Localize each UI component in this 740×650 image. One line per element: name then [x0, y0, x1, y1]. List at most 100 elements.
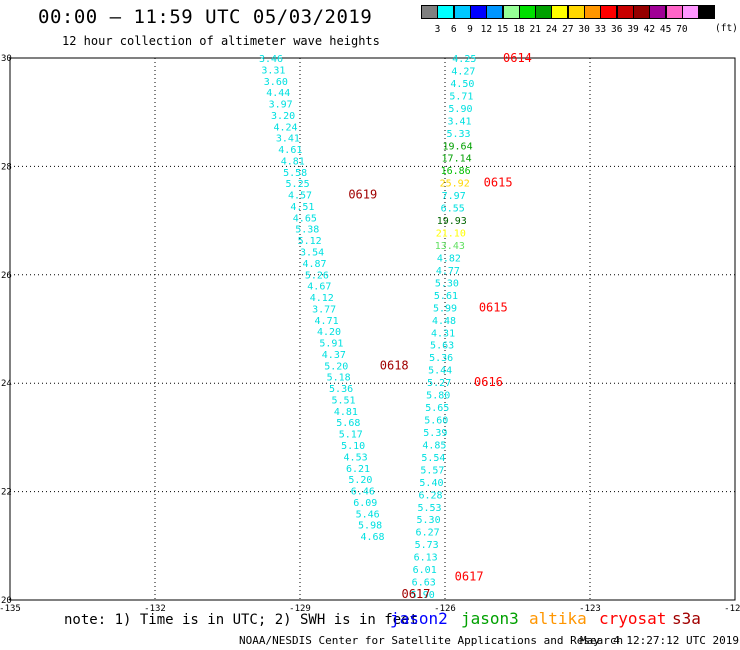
color-scale-label: 6 [450, 24, 457, 35]
data-label-s3a: 5.26 [305, 270, 329, 281]
data-label-s3a: 5.38 [295, 225, 319, 236]
data-label-jason3: 6.28 [418, 490, 442, 501]
y-tick-label: 26 [1, 271, 12, 281]
data-label-jason3: 13.43 [435, 241, 465, 252]
data-label-s3a: 4.67 [307, 282, 331, 293]
color-scale-label: 18 [513, 24, 525, 35]
data-label-s3a: 4.61 [278, 145, 302, 156]
data-label-s3a: 5.58 [283, 168, 307, 179]
color-scale-label: 24 [545, 24, 558, 35]
x-tick-label: -129 [289, 604, 311, 614]
color-scale-label: 45 [659, 24, 672, 35]
satellite-legend-jason2: jason2 [390, 609, 448, 628]
pass-time-label: 0619 [348, 188, 377, 202]
data-label-s3a: 3.60 [264, 77, 288, 88]
data-label-jason3: 5.90 [411, 590, 435, 601]
data-label-jason3: 5.71 [449, 91, 473, 102]
data-label-s3a: 4.37 [322, 350, 346, 361]
y-tick-label: 22 [1, 488, 12, 498]
data-label-s3a: 5.10 [341, 441, 365, 452]
data-label-jason3: 6.13 [414, 553, 438, 564]
color-scale-label: 30 [578, 24, 590, 35]
satellite-legend-altika: altika [529, 609, 587, 628]
data-label-jason3: 16.86 [441, 166, 471, 177]
data-label-jason3: 4.77 [436, 266, 460, 277]
data-label-jason3: 5.65 [425, 403, 449, 414]
data-label-jason3: 5.30 [435, 278, 459, 289]
data-label-s3a: 4.57 [288, 191, 312, 202]
data-label-s3a: 5.17 [339, 430, 363, 441]
data-label-jason3: 5.36 [429, 353, 453, 364]
data-label-s3a: 5.36 [329, 384, 353, 395]
data-label-jason3: 5.61 [434, 291, 458, 302]
data-label-jason3: 4.82 [437, 253, 461, 264]
data-label-jason3: 6.63 [412, 578, 436, 589]
color-scale-label: 21 [529, 24, 541, 35]
data-label-jason3: 5.54 [421, 453, 445, 464]
satellite-legend-cryosat: cryosat [599, 609, 667, 628]
footer-credit: NOAA/NESDIS Center for Satellite Applica… [239, 634, 624, 647]
data-label-jason3: 4.27 [451, 66, 475, 77]
data-label-s3a: 6.09 [353, 498, 377, 509]
pass-time-label: 0615 [479, 300, 508, 314]
data-label-s3a: 6.21 [346, 464, 370, 475]
color-scale-label: 42 [643, 24, 656, 35]
color-scale-label: 3 [434, 24, 441, 35]
data-label-s3a: 5.12 [298, 236, 322, 247]
data-label-jason3: 5.57 [420, 465, 444, 476]
data-label-s3a: 5.91 [319, 339, 343, 350]
footer-note: note: 1) Time is in UTC; 2) SWH is in fe… [64, 612, 419, 628]
data-label-s3a: 4.51 [290, 202, 314, 213]
color-scale-label: 15 [496, 24, 509, 35]
data-label-jason3: 6.27 [416, 528, 440, 539]
data-label-jason3: 5.44 [428, 366, 452, 377]
data-label-s3a: 6.46 [351, 487, 375, 498]
pass-time-label: 0614 [503, 51, 532, 65]
y-tick-label: 24 [1, 379, 12, 389]
color-scale-label: 70 [676, 24, 688, 35]
pass-time-label: 0616 [474, 375, 503, 389]
data-label-jason3: 6.55 [441, 204, 465, 215]
y-tick-label: 30 [1, 54, 12, 64]
data-label-s3a: 4.20 [317, 327, 341, 338]
data-label-jason3: 6.01 [413, 565, 437, 576]
data-label-jason3: 4.85 [422, 440, 446, 451]
pass-time-label: 0615 [484, 176, 513, 190]
data-label-s3a: 4.71 [315, 316, 339, 327]
plot-frame [9, 57, 736, 601]
data-label-s3a: 5.98 [358, 521, 382, 532]
data-label-s3a: 4.24 [273, 122, 297, 133]
data-label-s3a: 5.18 [327, 373, 351, 384]
data-label-jason3: 5.63 [430, 341, 454, 352]
color-scale-label: 39 [627, 24, 639, 35]
data-label-jason3: 4.31 [431, 328, 455, 339]
data-label-jason3: 5.30 [417, 515, 441, 526]
data-label-jason3: 5.99 [433, 303, 457, 314]
data-label-jason3: 5.39 [423, 428, 447, 439]
data-label-jason3: 5.80 [426, 391, 450, 402]
color-scale-swatch [698, 5, 716, 19]
data-label-s3a: 4.12 [310, 293, 334, 304]
data-label-jason3: 19.93 [437, 216, 467, 227]
data-label-jason3: 25.92 [440, 179, 470, 190]
data-label-s3a: 4.81 [334, 407, 358, 418]
x-tick-label: -123 [579, 604, 601, 614]
data-label-s3a: 4.65 [293, 213, 317, 224]
color-scale-unit: (ft) [715, 23, 738, 34]
data-label-s3a: 5.20 [324, 361, 348, 372]
data-label-s3a: 4.68 [360, 532, 384, 543]
color-scale-label: 33 [594, 24, 607, 35]
data-label-jason3: 17.14 [442, 154, 472, 165]
pass-time-label: 0617 [402, 587, 431, 601]
color-scale-label: 12 [480, 24, 493, 35]
data-label-jason3: 4.48 [432, 316, 456, 327]
pass-time-label: 0617 [455, 570, 484, 584]
data-label-jason3: 3.41 [447, 116, 471, 127]
satellite-legend-s3a: s3a [672, 609, 701, 628]
data-label-s3a: 5.46 [356, 509, 380, 520]
data-label-jason3: 4.25 [452, 54, 476, 65]
chart-subtitle: 12 hour collection of altimeter wave hei… [62, 34, 380, 48]
x-tick-label: -126 [434, 604, 456, 614]
